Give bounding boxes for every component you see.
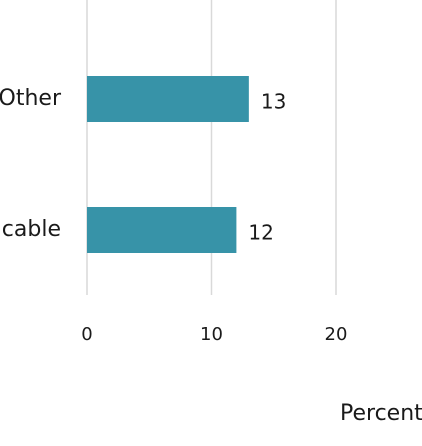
bar-cable: [87, 207, 237, 253]
category-labels: Other cable: [0, 86, 62, 242]
x-tick-labels: 0 10 20: [81, 324, 347, 345]
x-tick-label-1: 10: [200, 324, 223, 345]
bars: [87, 76, 249, 253]
value-label-cable: 12: [248, 221, 273, 245]
value-labels: 13 12: [248, 90, 286, 245]
x-tick-label-2: 20: [325, 324, 348, 345]
x-axis-title: Percent: [340, 401, 422, 426]
value-label-other: 13: [261, 90, 286, 114]
category-label-cable: cable: [2, 217, 61, 242]
category-label-other: Other: [0, 86, 62, 111]
bar-other: [87, 76, 249, 122]
x-tick-label-0: 0: [81, 324, 92, 345]
